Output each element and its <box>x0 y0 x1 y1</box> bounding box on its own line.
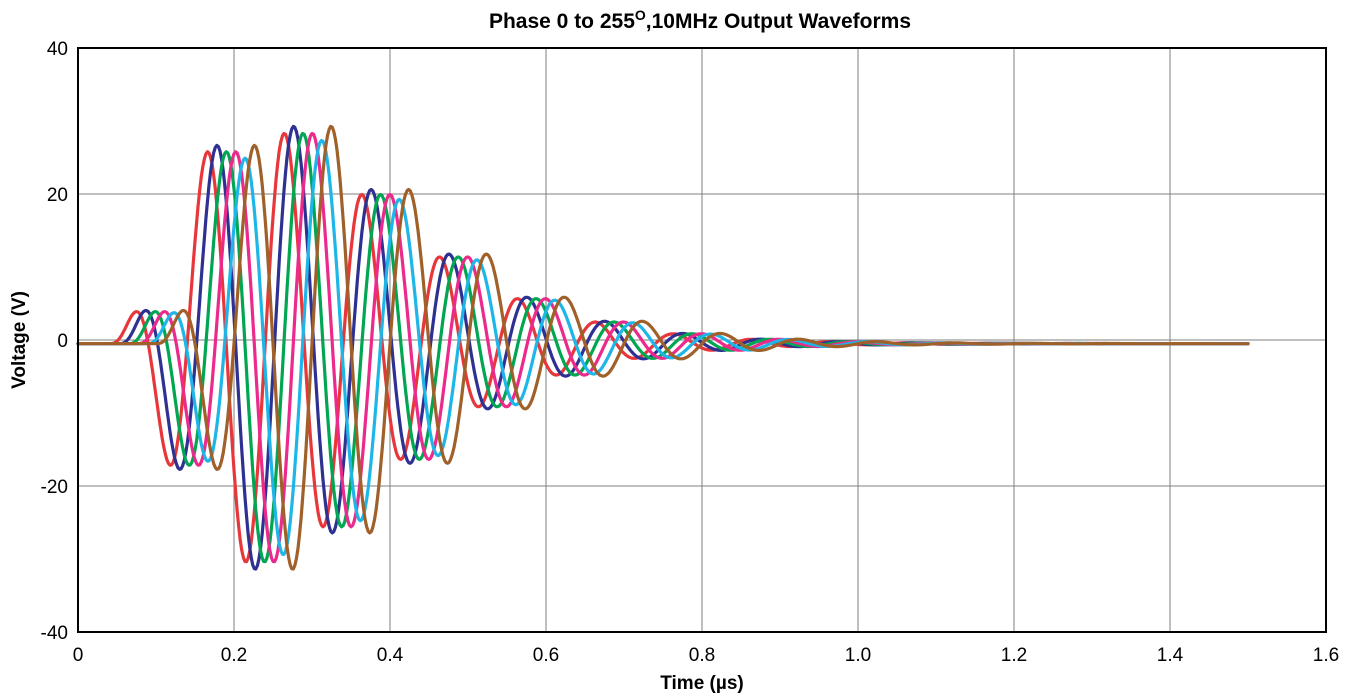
x-tick-label: 0 <box>73 645 84 666</box>
x-tick-label: 0.6 <box>533 645 559 666</box>
waveform-series-group <box>76 124 1250 571</box>
x-tick-label: 0.4 <box>377 645 404 666</box>
y-tick-label: -20 <box>41 477 68 498</box>
waveform-series-6 <box>76 124 1250 571</box>
y-tick-label: 40 <box>47 39 68 60</box>
chart-title-main: Phase 0 to 255 <box>489 10 635 33</box>
x-tick-label: 1.6 <box>1313 645 1339 666</box>
y-axis-label: Voltage (V) <box>9 291 30 389</box>
y-tick-label: 20 <box>47 185 68 206</box>
y-tick-label: -40 <box>41 623 68 644</box>
plot-frame <box>77 47 1327 633</box>
y-tick-labels: 40 20 0 -20 -40 <box>41 39 68 644</box>
chart-title-superscript: O <box>635 7 646 23</box>
chart-title-suffix: ,10MHz Output Waveforms <box>646 10 911 33</box>
x-tick-label: 1.0 <box>845 645 871 666</box>
chart-title: Phase 0 to 255O,10MHz Output Waveforms <box>489 7 911 33</box>
x-tick-label: 0.8 <box>689 645 715 666</box>
y-tick-label: 0 <box>57 331 68 352</box>
x-tick-label: 0.2 <box>221 645 247 666</box>
x-tick-label: 1.4 <box>1157 645 1184 666</box>
x-tick-label: 1.2 <box>1001 645 1027 666</box>
x-axis-label: Time (µs) <box>660 673 743 694</box>
gridlines <box>78 48 1326 632</box>
x-tick-labels: 0 0.2 0.4 0.6 0.8 1.0 1.2 1.4 1.6 <box>73 645 1340 666</box>
